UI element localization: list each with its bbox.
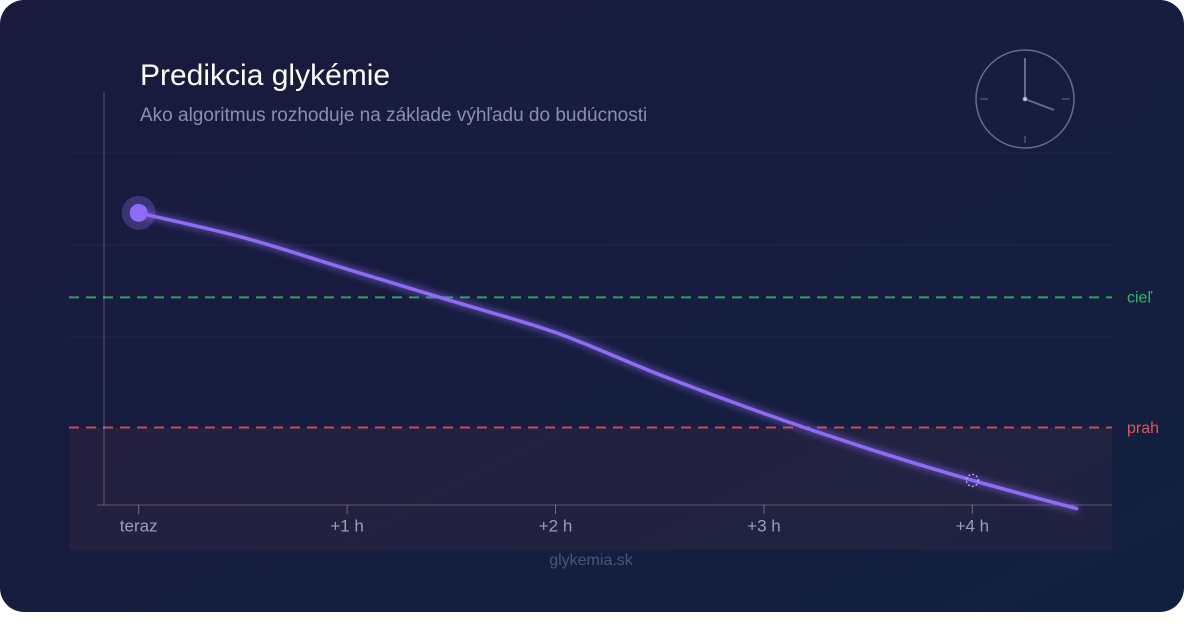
clock-icon bbox=[975, 49, 1075, 149]
chart-title: Predikcia glykémie bbox=[140, 59, 390, 92]
x-tick-label: +3 h bbox=[747, 516, 781, 535]
card bbox=[0, 0, 1184, 612]
footer: glykemia.sk bbox=[549, 552, 634, 569]
x-tick-label: +4 h bbox=[956, 516, 990, 535]
x-tick-label: +2 h bbox=[539, 516, 573, 535]
grid-decor bbox=[69, 152, 1112, 338]
reference-label: prah bbox=[1127, 420, 1159, 437]
horizon-marker bbox=[965, 473, 980, 488]
prediction-line bbox=[136, 211, 1079, 511]
chart-subtitle: Ako algoritmus rozhoduje na základe výhľ… bbox=[140, 105, 647, 126]
x-tick-label: teraz bbox=[120, 516, 158, 535]
now-point bbox=[129, 203, 148, 222]
x-tick-label: +1 h bbox=[330, 516, 364, 535]
reference-label: cieľ bbox=[1127, 290, 1152, 307]
low-zone bbox=[69, 427, 1112, 550]
